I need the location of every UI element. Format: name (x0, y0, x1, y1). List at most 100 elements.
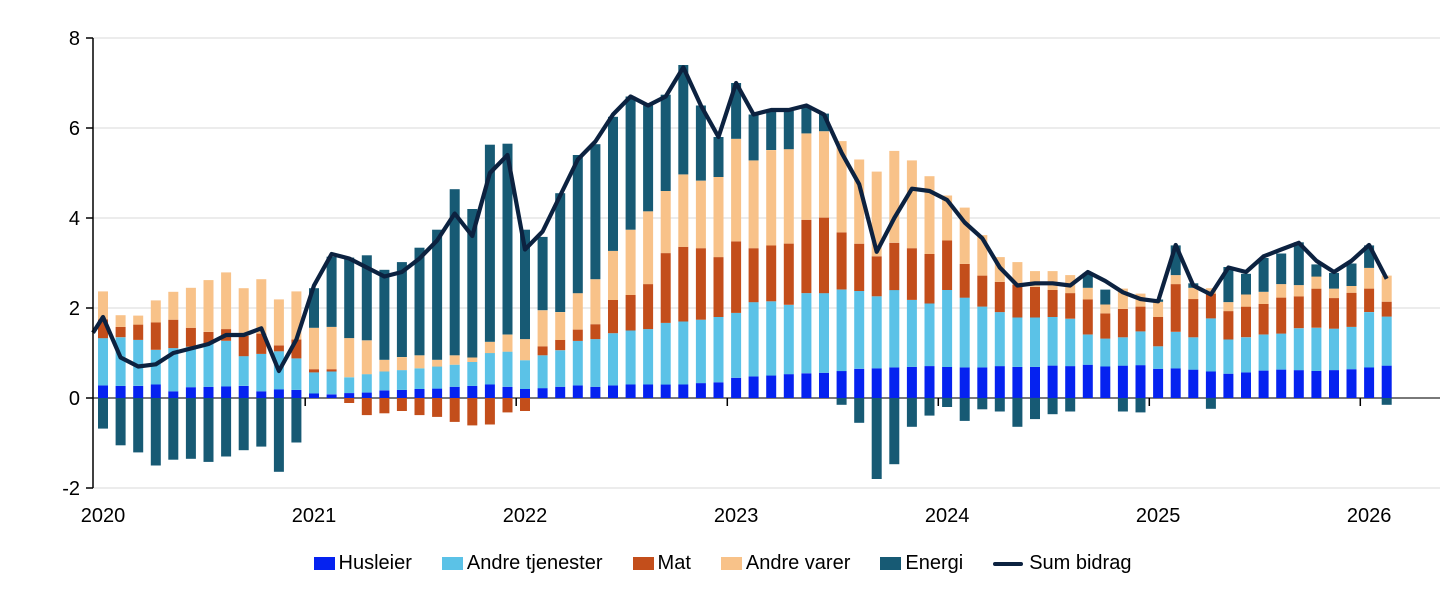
bar-segment-mat (1293, 296, 1304, 329)
bar-segment-energi (168, 398, 179, 460)
bar-segment-tjenester (590, 339, 601, 387)
bar-segment-varer (643, 211, 654, 285)
bar-segment-tjenester (1241, 337, 1251, 373)
bar-segment-varer (942, 195, 953, 241)
bar-segment-tjenester (537, 355, 548, 389)
bar-segment-husleier (1223, 373, 1234, 398)
bar-segment-mat (1012, 284, 1023, 318)
bar-segment-energi (256, 398, 267, 447)
bar-segment-tjenester (1293, 328, 1304, 371)
bar-segment-tjenester (1100, 338, 1111, 367)
bar-segment-varer (678, 174, 689, 247)
bar-segment-husleier (1188, 369, 1199, 398)
bar-segment-energi (1241, 273, 1251, 295)
bar-segment-varer (713, 177, 724, 258)
bar-segment-varer (854, 159, 865, 244)
bar-segment-tjenester (1329, 328, 1339, 371)
bar-segment-mat (98, 319, 108, 339)
bar-segment-energi (836, 398, 847, 405)
bar-segment-energi (643, 105, 654, 212)
bar-segment-tjenester (695, 319, 706, 384)
x-tick-label: 2026 (1347, 505, 1392, 527)
bar-segment-tjenester (150, 349, 161, 385)
bar-segment-tjenester (555, 350, 566, 387)
bar-segment-energi (273, 398, 284, 472)
bar-segment-tjenester (1012, 317, 1023, 367)
bar-segment-mat (1276, 297, 1287, 334)
bar-segment-husleier (1381, 365, 1392, 398)
bar-segment-tjenester (854, 290, 865, 369)
bar-segment-husleier (273, 389, 284, 398)
bar-segment-energi (871, 398, 882, 479)
bar-segment-husleier (1241, 372, 1251, 398)
bar-segment-varer (906, 160, 917, 249)
bar-segment-husleier (1293, 370, 1304, 398)
x-tick-label: 2025 (1136, 505, 1181, 527)
bar-segment-tjenester (819, 293, 829, 373)
x-tick-label: 2020 (81, 505, 126, 527)
bar-segment-mat (273, 345, 284, 352)
bar-segment-varer (150, 300, 161, 323)
bar-segment-mat (836, 232, 847, 290)
bar-segment-energi (291, 398, 302, 443)
bar-segment-tjenester (1276, 333, 1287, 370)
bar-segment-mat (432, 398, 443, 417)
bar-segment-husleier (203, 386, 214, 399)
bar-segment-tjenester (660, 322, 671, 385)
bar-segment-varer (1329, 288, 1339, 298)
bar-segment-husleier (467, 385, 478, 399)
bar-segment-mat (959, 263, 970, 298)
bar-segment-varer (273, 299, 284, 346)
bar-segment-husleier (379, 390, 390, 399)
bar-segment-husleier (1065, 366, 1076, 398)
bar-segment-husleier (1329, 370, 1339, 398)
bar-segment-mat (1117, 308, 1128, 338)
bar-segment-mat (608, 299, 618, 334)
bar-segment-energi (994, 398, 1005, 412)
bar-segment-husleier (1100, 366, 1111, 398)
bar-segment-tjenester (1205, 318, 1216, 372)
bar-segment-tjenester (1047, 317, 1058, 366)
bar-segment-energi (203, 398, 214, 462)
bar-segment-husleier (977, 367, 988, 398)
bar-segment-husleier (1153, 368, 1164, 399)
bar-segment-husleier (502, 386, 513, 399)
bar-segment-varer (801, 133, 812, 220)
bar-segment-energi (977, 398, 988, 410)
bar-segment-husleier (678, 384, 689, 398)
bar-segment-energi (449, 189, 460, 356)
bar-segment-varer (572, 293, 583, 330)
bar-segment-tjenester (977, 306, 988, 368)
bar-segment-varer (1364, 267, 1375, 289)
bar-segment-tjenester (484, 353, 495, 385)
bar-segment-tjenester (625, 330, 636, 385)
bar-segment-mat (1364, 288, 1375, 312)
bar-segment-tjenester (1082, 334, 1093, 365)
bar-segment-tjenester (572, 340, 583, 386)
bar-segment-mat (994, 281, 1005, 313)
bar-segment-mat (238, 335, 249, 357)
bar-segment-energi (783, 110, 794, 150)
bar-segment-varer (977, 235, 988, 276)
bar-segment-husleier (1082, 364, 1093, 398)
bar-segment-husleier (836, 371, 847, 398)
bar-segment-tjenester (801, 293, 812, 374)
bar-segment-mat (484, 398, 495, 425)
bar-segment-mat (572, 329, 583, 341)
bar-segment-energi (819, 113, 829, 132)
bar-segment-tjenester (906, 299, 917, 367)
bar-segment-mat (1205, 293, 1216, 319)
bar-segment-husleier (854, 368, 865, 399)
bar-segment-mat (695, 248, 706, 320)
bar-segment-tjenester (379, 371, 390, 391)
sum-line (91, 65, 1389, 374)
bar-segment-energi (1135, 398, 1146, 413)
bar-segment-mat (801, 219, 812, 294)
legend-item-andre-varer: Andre varer (720, 552, 850, 575)
bar-segment-husleier (221, 386, 232, 398)
bar-segment-tjenester (203, 344, 214, 387)
bar-segment-varer (537, 310, 548, 347)
bar-segment-energi (590, 144, 601, 280)
bar-segment-mat (678, 246, 689, 322)
y-tick-label: 6 (69, 118, 80, 140)
